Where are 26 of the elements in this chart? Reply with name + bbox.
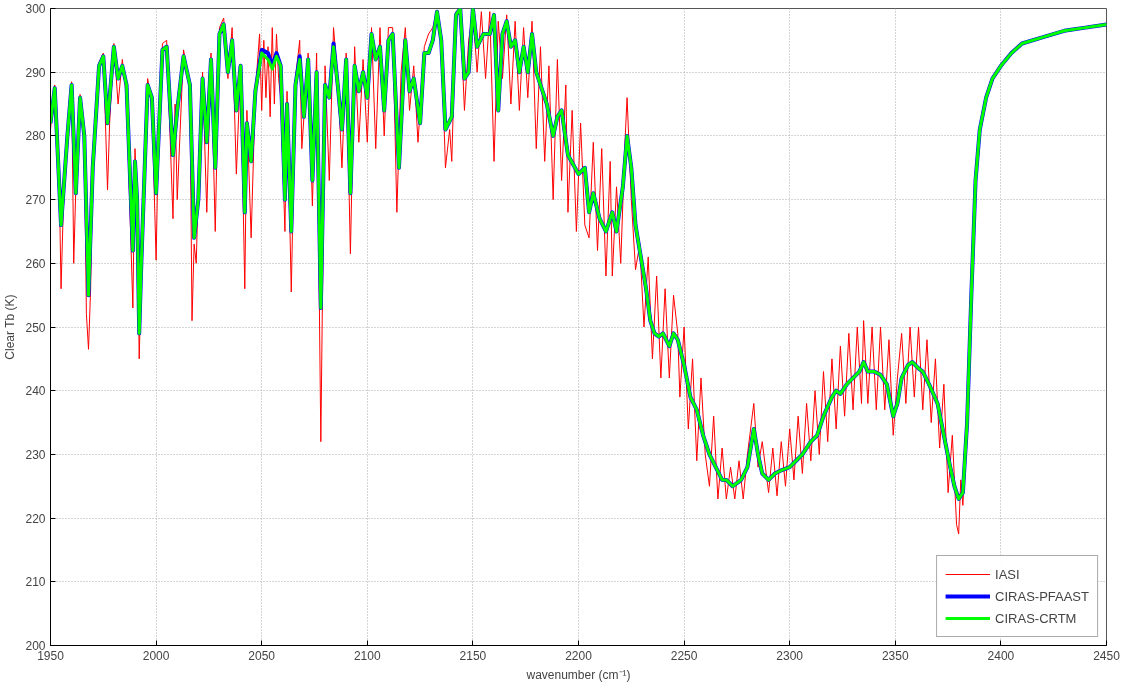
y-tick-label: 230 (25, 447, 46, 462)
y-tick-label: 270 (25, 193, 46, 208)
y-tick-label: 220 (25, 511, 46, 526)
x-tick-label: 2350 (881, 648, 909, 663)
y-tick-label: 250 (25, 320, 46, 335)
x-tick-label: 2300 (776, 648, 804, 663)
legend-label: IASI (995, 566, 1020, 582)
y-tick-label: 280 (25, 129, 46, 144)
y-axis-title: Clear Tb (K) (3, 294, 18, 360)
x-tick-label: 2200 (565, 648, 593, 663)
x-tick-label: 2450 (1093, 648, 1121, 663)
x-tick-label: 2000 (142, 648, 170, 663)
x-tick-label: 2050 (248, 648, 276, 663)
y-tick-label: 260 (25, 256, 46, 271)
legend-label: CIRAS-PFAAST (995, 588, 1089, 604)
x-axis-title: wavenumber (cm⁻¹) (525, 667, 631, 682)
y-tick-label: 200 (25, 639, 46, 653)
y-tick-label: 240 (25, 384, 46, 399)
y-tick-label: 300 (25, 2, 46, 16)
y-tick-label: 210 (25, 575, 46, 590)
x-tick-label: 2250 (670, 648, 698, 663)
y-tick-label: 290 (25, 65, 46, 80)
x-tick-label: 2150 (459, 648, 487, 663)
x-tick-label: 2100 (353, 648, 381, 663)
x-tick-label: 2400 (987, 648, 1015, 663)
legend-label: CIRAS-CRTM (995, 610, 1077, 626)
